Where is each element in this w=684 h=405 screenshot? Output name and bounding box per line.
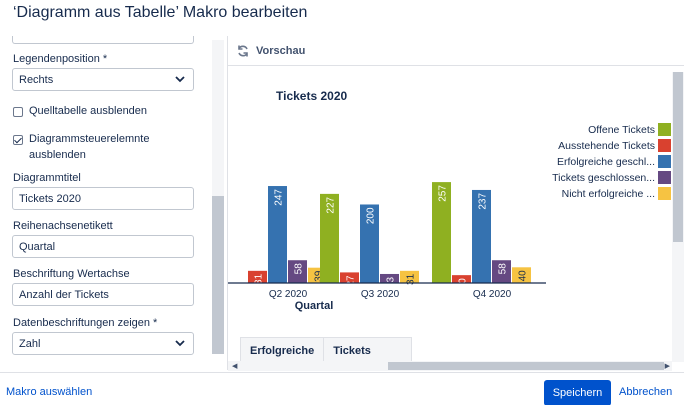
chart-bar[interactable] [268, 186, 287, 283]
hide-source-table-label: Quelltabelle ausblenden [29, 105, 148, 117]
value-axis-label-label: Beschriftung Wertachse [13, 268, 130, 280]
source-table-header: Erfolgreiche Tickets [240, 337, 412, 361]
chevron-down-icon [175, 340, 185, 347]
dialog-title: ‘Diagramm aus Tabelle’ Makro bearbeiten [13, 4, 308, 21]
data-label: 23 [386, 277, 397, 289]
save-button[interactable]: Speichern [544, 380, 611, 405]
chart-title-label: Diagrammtitel [13, 172, 81, 184]
chart-bar[interactable] [340, 272, 359, 283]
legend-swatch [658, 171, 671, 184]
chart-title-input[interactable]: Tickets 2020 [12, 187, 194, 210]
data-label: 227 [326, 196, 337, 213]
preview-header: Vorschau [228, 38, 684, 66]
refresh-icon[interactable] [236, 44, 250, 58]
preview-area: Tickets 2020 31 247 58 39 227 27 200 23 31 257 20 2… [228, 67, 684, 370]
x-tick-label: Q3 2020 [361, 289, 400, 300]
chart-bar[interactable] [452, 275, 471, 283]
series-axis-label-input[interactable]: Quartal [12, 235, 194, 258]
chevron-down-icon [175, 76, 185, 83]
preview-vertical-scrollbar[interactable] [672, 72, 684, 362]
value-axis-label-input[interactable]: Anzahl der Tickets [12, 283, 194, 306]
legend-label: Offene Tickets [588, 124, 655, 136]
legend-swatch [658, 155, 671, 168]
chart-bar[interactable] [400, 270, 419, 283]
chart-bar[interactable] [472, 189, 491, 283]
preview-horizontal-scrollbar-thumb[interactable] [388, 362, 664, 370]
preview-horizontal-scrollbar[interactable]: ◀ ▶ [228, 361, 672, 371]
data-labels-select[interactable]: Zahl [12, 332, 194, 355]
legend-swatch [658, 187, 671, 200]
form-scrollbar-thumb[interactable] [212, 196, 224, 354]
data-label: 39 [314, 270, 325, 282]
scroll-right-icon[interactable]: ▶ [664, 363, 670, 370]
legend-label: Nicht erfolgreiche ... [562, 188, 655, 200]
chart-bar[interactable] [248, 270, 267, 283]
data-label: 58 [294, 263, 305, 275]
chart-bar[interactable] [288, 260, 307, 283]
dialog-footer: Makro auswählen Speichern Abbrechen [0, 372, 684, 405]
data-label: 27 [346, 275, 357, 287]
data-label: 237 [478, 193, 489, 210]
legend-label: Ausstehende Tickets [558, 140, 655, 152]
chart-title: Tickets 2020 [276, 89, 347, 103]
hide-chart-controls-label-line1: Diagrammsteuerelemnte [29, 133, 150, 145]
chart-bar[interactable] [380, 273, 399, 283]
table-header-cell: Tickets [333, 345, 371, 357]
preview-vertical-scrollbar-thumb[interactable] [673, 72, 683, 242]
preview-title: Vorschau [256, 45, 306, 57]
data-label: 200 [366, 207, 377, 224]
chart-bar[interactable] [432, 182, 451, 283]
table-header-cell: Erfolgreiche [241, 338, 325, 361]
hide-chart-controls-label-line2: ausblenden [29, 149, 86, 161]
macro-parameter-form: Legendenposition * Rechts Quelltabelle a… [0, 36, 228, 370]
chart-bar[interactable] [320, 193, 339, 283]
data-labels-label: Datenbeschriftungen zeigen * [13, 317, 158, 329]
data-label: 31 [406, 273, 417, 285]
x-tick-label: Q4 2020 [473, 289, 512, 300]
legend-label: Tickets geschlossen... [552, 172, 655, 184]
legend-position-select[interactable]: Rechts [12, 68, 194, 91]
x-axis-title: Quartal [295, 300, 334, 312]
data-label: 40 [518, 270, 529, 282]
x-tick-label: Q2 2020 [269, 289, 308, 300]
data-label: 58 [498, 263, 509, 275]
cancel-link[interactable]: Abbrechen [619, 386, 673, 398]
chart-bar[interactable] [492, 260, 511, 283]
previous-field-input[interactable] [12, 36, 194, 44]
legend-swatch [658, 123, 671, 136]
data-label: 257 [438, 185, 449, 202]
legend-swatch [658, 139, 671, 152]
chart-bar[interactable] [360, 204, 379, 283]
data-label: 247 [274, 189, 285, 206]
legend-position-label: Legendenposition * [13, 53, 108, 65]
chart-bar[interactable] [512, 267, 531, 283]
legend-position-value: Rechts [19, 74, 54, 86]
scroll-left-icon[interactable]: ◀ [232, 363, 238, 370]
series-axis-label-label: Reihenachsenetikett [13, 220, 113, 232]
form-scrollbar[interactable] [212, 40, 224, 354]
hide-source-table-checkbox[interactable] [13, 107, 23, 117]
data-labels-value: Zahl [19, 338, 41, 350]
select-macro-link[interactable]: Makro auswählen [6, 386, 93, 398]
hide-chart-controls-checkbox[interactable] [13, 135, 23, 145]
data-label: 31 [254, 273, 265, 285]
legend-label: Erfolgreiche geschl... [557, 156, 655, 168]
